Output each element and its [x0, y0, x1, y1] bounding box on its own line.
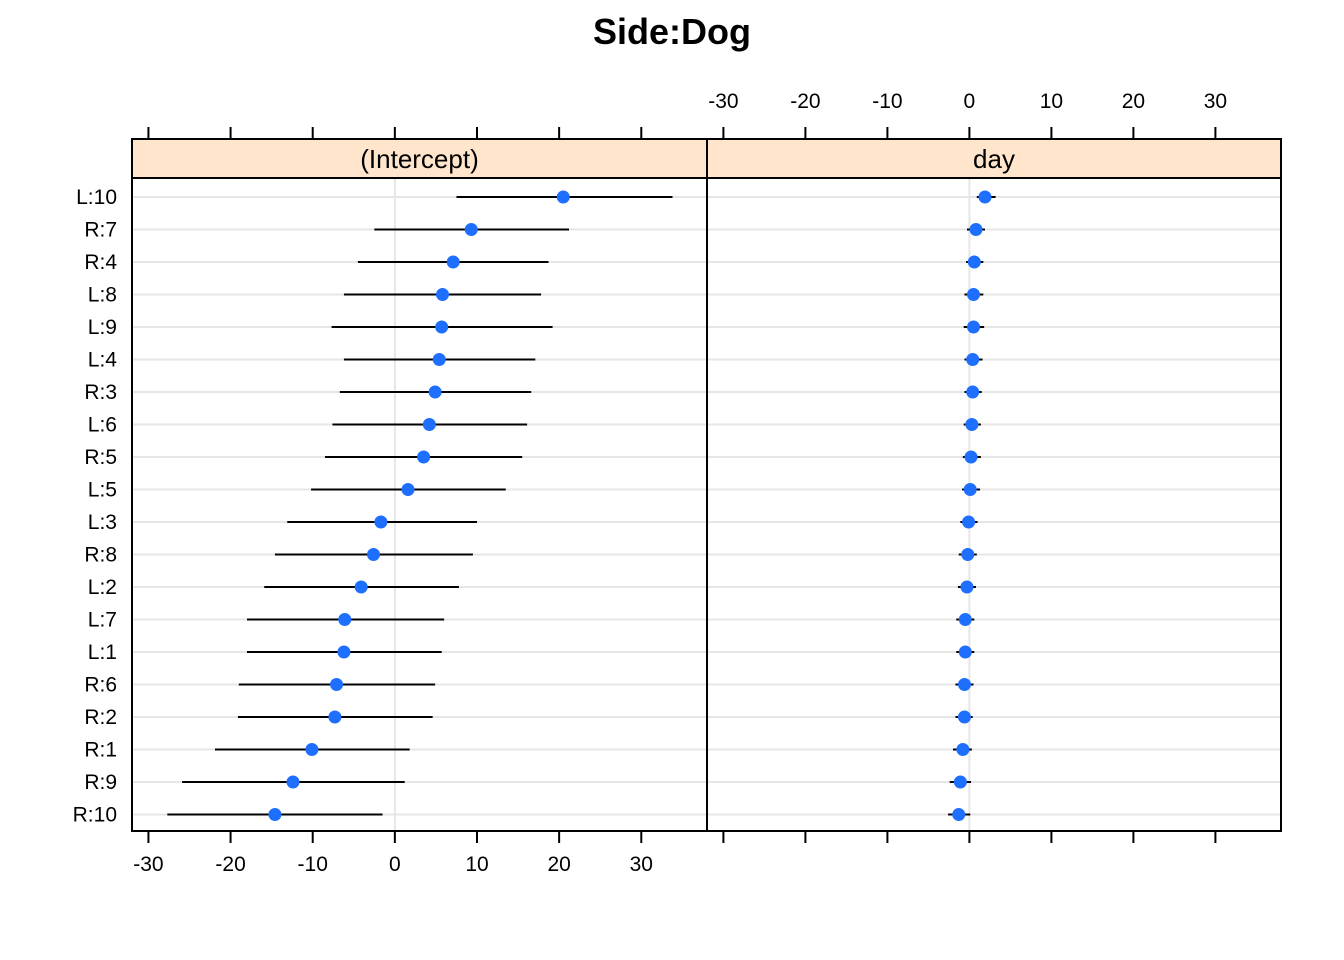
row-label: L:6 — [88, 414, 117, 437]
estimate-point — [964, 450, 978, 464]
estimate-point — [965, 418, 979, 431]
estimate-point — [374, 515, 388, 529]
estimate-point — [401, 483, 415, 496]
row-label: L:10 — [76, 186, 117, 209]
panel-day: day -30 -20 -10 0 10 20 30 — [706, 90, 1282, 843]
row-label: R:6 — [84, 674, 117, 697]
row-label: R:9 — [84, 771, 117, 794]
row-label: R:7 — [84, 219, 117, 242]
estimate-point — [305, 743, 319, 756]
estimate-point — [957, 710, 971, 724]
estimate-point — [338, 613, 352, 626]
panel-border — [706, 138, 1282, 832]
estimate-point — [966, 385, 980, 399]
estimate-point — [354, 580, 368, 594]
estimate-point — [436, 288, 449, 301]
row-label: L:9 — [88, 316, 117, 339]
estimate-point — [367, 548, 380, 561]
row-label: L:7 — [88, 609, 117, 632]
estimate-point — [958, 613, 972, 626]
x-tick-label: 20 — [1122, 90, 1145, 113]
x-tick-label: -20 — [790, 90, 820, 113]
estimate-point — [286, 775, 300, 789]
x-tick-label: 0 — [389, 853, 401, 876]
row-label: R:3 — [84, 381, 117, 404]
estimate-point — [958, 645, 972, 659]
row-label: L:2 — [88, 576, 117, 599]
estimate-point — [422, 418, 436, 431]
estimate-point — [963, 483, 977, 496]
x-tick-label: -30 — [708, 90, 738, 113]
row-label: R:5 — [84, 446, 117, 469]
estimate-point — [428, 385, 442, 399]
plot-area: L:10R:7R:4L:8L:9L:4R:3L:6R:5L:5L:3R:8L:2… — [73, 90, 1282, 876]
x-tick-label: -10 — [298, 853, 328, 876]
panel-intercept: (Intercept) -30 -20 -10 0 10 20 30 — [131, 127, 708, 876]
estimate-point — [967, 320, 980, 334]
row-label: L:8 — [88, 284, 117, 307]
estimate-point — [417, 450, 431, 464]
estimate-point — [432, 353, 446, 366]
estimate-point — [966, 353, 980, 366]
estimate-point — [978, 190, 992, 204]
strip-header — [706, 138, 1282, 179]
estimate-point — [953, 775, 967, 789]
row-label: L:3 — [88, 511, 117, 534]
estimate-point — [337, 645, 351, 659]
estimate-point — [967, 255, 981, 269]
row-label: L:1 — [88, 641, 117, 664]
x-tick-label: 0 — [964, 90, 976, 113]
estimate-point — [328, 710, 342, 724]
x-tick-label: 30 — [1204, 90, 1227, 113]
estimate-point — [464, 223, 478, 236]
x-tick-label: 30 — [630, 853, 653, 876]
row-label: R:2 — [84, 706, 117, 729]
estimate-point — [952, 808, 966, 821]
estimate-point — [962, 515, 976, 529]
row-label: R:1 — [84, 739, 117, 762]
estimate-point — [960, 580, 974, 594]
strip-label: (Intercept) — [360, 144, 479, 174]
row-label: R:8 — [84, 544, 117, 567]
row-label: L:5 — [88, 479, 117, 502]
x-tick-label: 10 — [465, 853, 488, 876]
strip-label: day — [973, 144, 1015, 174]
estimate-point — [961, 548, 975, 561]
x-tick-label: -30 — [133, 853, 163, 876]
row-label: R:4 — [84, 251, 117, 274]
estimate-point — [435, 320, 449, 334]
row-label: R:10 — [73, 804, 117, 827]
row-label: L:4 — [88, 349, 118, 372]
chart-title: Side:Dog — [593, 11, 751, 52]
estimate-point — [956, 743, 970, 756]
estimate-point — [967, 288, 980, 301]
estimate-point — [330, 678, 344, 691]
estimate-point — [556, 190, 570, 204]
estimate-point — [969, 223, 983, 236]
x-tick-label: -10 — [872, 90, 902, 113]
x-tick-label: 10 — [1040, 90, 1063, 113]
x-tick-label: -20 — [215, 853, 245, 876]
panel-border — [131, 138, 708, 832]
estimate-point — [446, 255, 460, 269]
estimate-point — [268, 808, 282, 821]
x-tick-label: 20 — [547, 853, 570, 876]
estimate-point — [957, 678, 971, 691]
